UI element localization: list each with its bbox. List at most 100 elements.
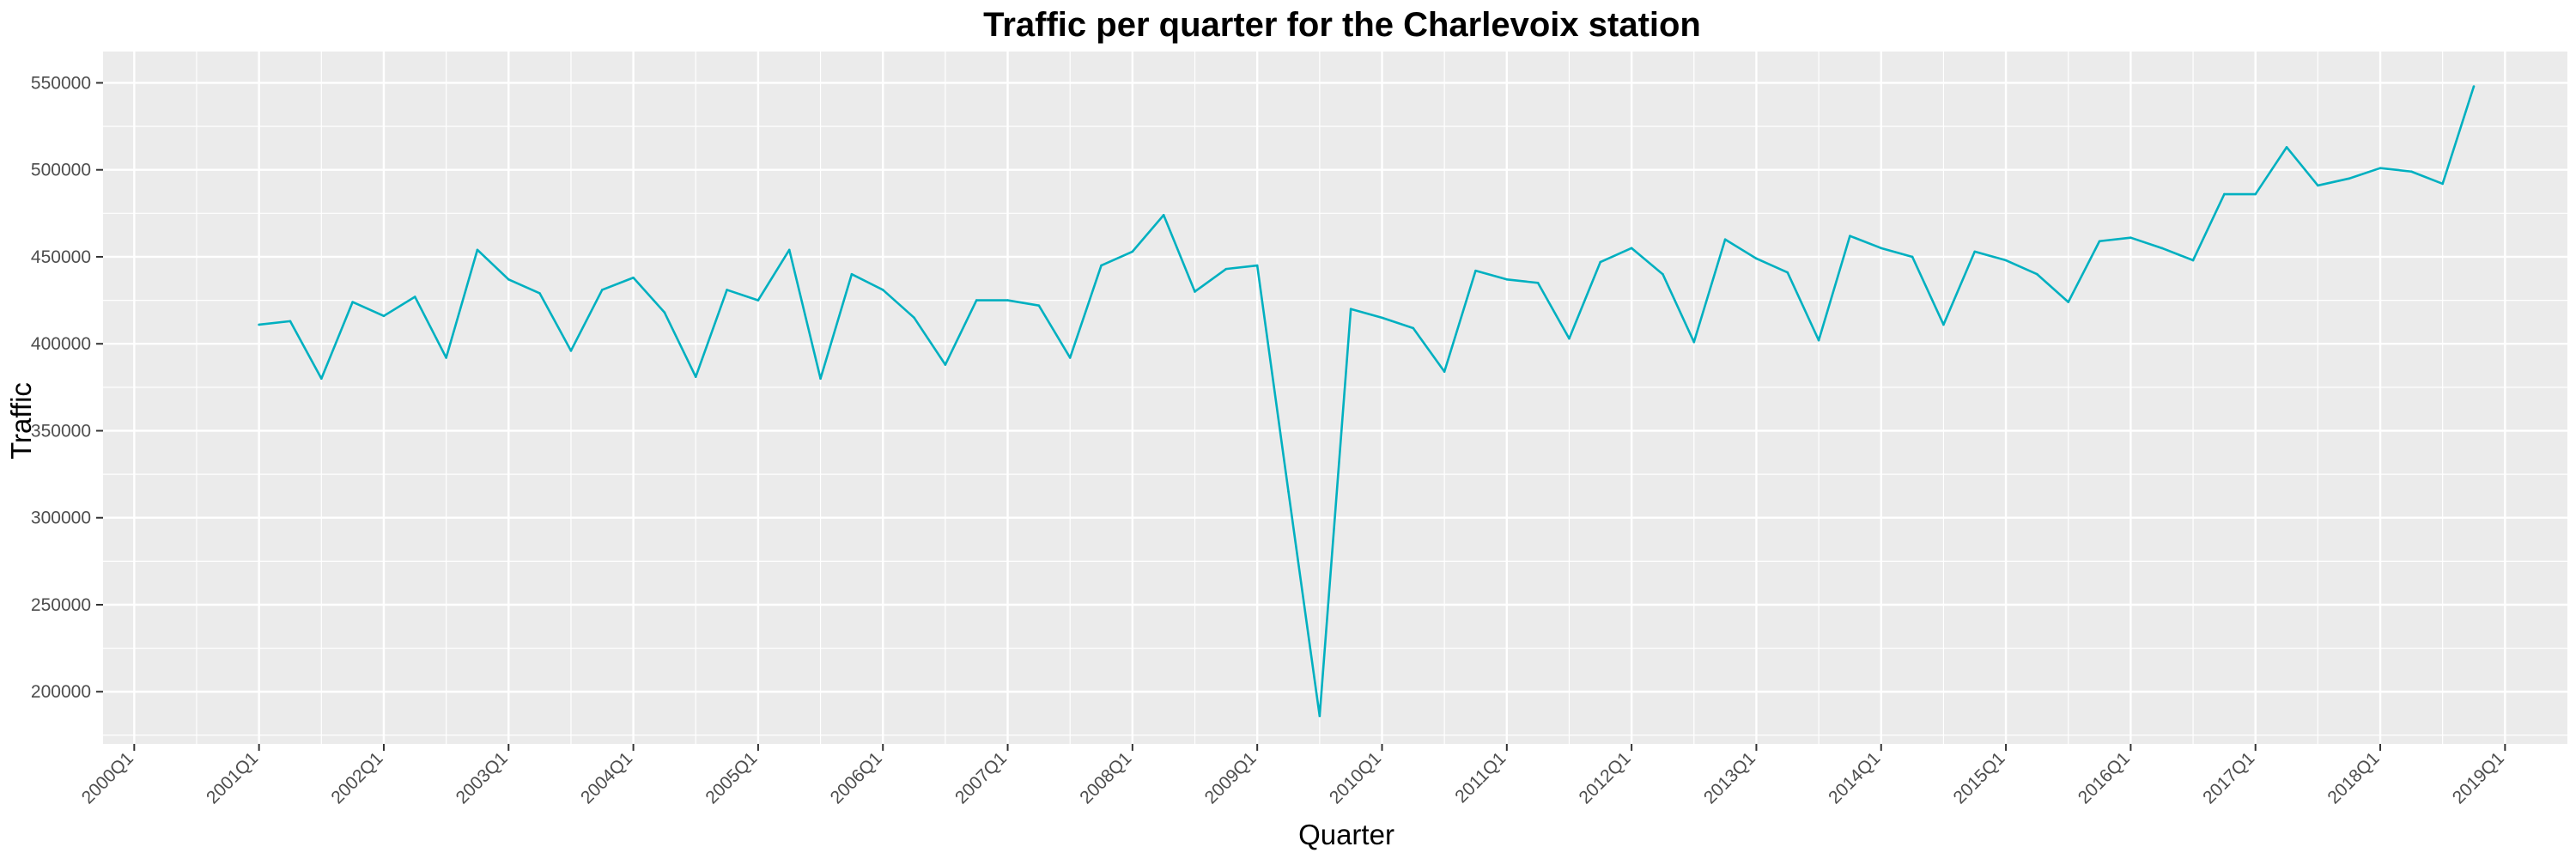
data-point bbox=[476, 248, 479, 252]
data-point bbox=[1723, 238, 1727, 241]
data-point bbox=[1505, 277, 1509, 281]
data-point bbox=[2317, 184, 2319, 187]
x-tick-label: 2006Q1 bbox=[827, 748, 886, 807]
x-tick-label: 2016Q1 bbox=[2075, 748, 2134, 807]
data-point bbox=[663, 311, 666, 314]
data-point bbox=[1224, 267, 1228, 271]
data-point bbox=[351, 301, 354, 303]
y-tick-label: 300000 bbox=[31, 509, 91, 528]
data-point bbox=[1006, 299, 1009, 302]
data-point bbox=[2129, 236, 2132, 239]
y-tick-label: 400000 bbox=[31, 334, 91, 354]
data-point bbox=[2285, 146, 2288, 149]
data-point bbox=[2348, 177, 2350, 180]
data-point bbox=[1255, 264, 1259, 267]
data-point bbox=[881, 289, 884, 291]
data-point bbox=[1381, 316, 1383, 320]
data-point bbox=[569, 350, 573, 352]
data-point bbox=[1599, 260, 1602, 264]
data-point bbox=[726, 289, 728, 291]
data-point bbox=[1973, 250, 1977, 253]
x-tick-label: 2013Q1 bbox=[1700, 748, 1759, 807]
data-point bbox=[2441, 182, 2444, 186]
data-point bbox=[1443, 370, 1446, 373]
x-tick-label: 2002Q1 bbox=[327, 748, 386, 807]
data-point bbox=[1817, 338, 1820, 342]
data-point bbox=[913, 316, 915, 320]
data-point bbox=[1755, 257, 1758, 260]
data-point bbox=[1412, 326, 1415, 330]
data-point bbox=[944, 363, 947, 366]
data-point bbox=[1131, 250, 1134, 253]
chart-title: Traffic per quarter for the Charlevoix s… bbox=[983, 6, 1701, 44]
y-tick-label: 350000 bbox=[31, 421, 91, 441]
data-point bbox=[1880, 247, 1883, 250]
y-tick-label: 450000 bbox=[31, 247, 91, 267]
y-tick-label: 500000 bbox=[31, 161, 91, 180]
data-point bbox=[1349, 308, 1352, 311]
x-tick-label: 2018Q1 bbox=[2324, 748, 2383, 807]
data-point bbox=[1942, 323, 1945, 326]
data-point bbox=[1568, 337, 1571, 340]
y-tick-label: 250000 bbox=[31, 595, 91, 615]
data-point bbox=[2004, 259, 2008, 262]
data-point bbox=[2160, 247, 2164, 250]
data-point bbox=[1692, 340, 1696, 344]
data-point bbox=[1194, 290, 1196, 293]
data-point bbox=[1068, 356, 1072, 359]
data-point bbox=[2472, 85, 2476, 88]
y-tick-label: 550000 bbox=[31, 73, 91, 93]
data-point bbox=[1849, 235, 1851, 237]
data-point bbox=[1287, 490, 1290, 493]
data-point bbox=[1662, 272, 1664, 276]
data-point bbox=[1536, 282, 1540, 284]
data-point bbox=[382, 314, 386, 318]
data-point bbox=[538, 292, 541, 295]
data-point bbox=[694, 375, 697, 378]
data-point bbox=[2223, 192, 2226, 196]
data-point bbox=[1318, 715, 1321, 717]
x-tick-label: 2005Q1 bbox=[702, 748, 761, 807]
data-point bbox=[632, 276, 635, 279]
data-point bbox=[1162, 214, 1165, 216]
data-point bbox=[819, 377, 822, 381]
data-point bbox=[2098, 240, 2101, 243]
x-axis: 2000Q1 2001Q1 2002Q1 2003Q1 2004Q1 2005Q1 2006… bbox=[78, 744, 2508, 807]
x-tick-label: 2017Q1 bbox=[2199, 748, 2258, 807]
x-axis-title: Quarter bbox=[1298, 819, 1394, 850]
data-point bbox=[1100, 264, 1103, 267]
data-point bbox=[1037, 304, 1041, 307]
data-point bbox=[1786, 271, 1789, 274]
data-point bbox=[258, 323, 260, 326]
data-point bbox=[413, 295, 416, 298]
data-point bbox=[320, 377, 323, 381]
x-tick-label: 2008Q1 bbox=[1076, 748, 1135, 807]
x-tick-label: 2003Q1 bbox=[453, 748, 512, 807]
x-tick-label: 2007Q1 bbox=[951, 748, 1011, 807]
data-point bbox=[445, 356, 447, 359]
data-point bbox=[756, 299, 760, 302]
x-tick-label: 2019Q1 bbox=[2449, 748, 2508, 807]
x-tick-label: 2012Q1 bbox=[1576, 748, 1635, 807]
data-point bbox=[600, 289, 604, 291]
data-point bbox=[2036, 272, 2038, 276]
minor-gridlines bbox=[103, 52, 2567, 744]
data-point bbox=[507, 277, 510, 281]
data-point bbox=[975, 299, 978, 302]
x-tick-label: 2015Q1 bbox=[1950, 748, 2009, 807]
x-tick-label: 2009Q1 bbox=[1201, 748, 1261, 807]
x-tick-label: 2014Q1 bbox=[1825, 748, 1884, 807]
data-point bbox=[1474, 269, 1477, 272]
x-tick-label: 2004Q1 bbox=[577, 748, 636, 807]
x-tick-label: 2011Q1 bbox=[1451, 748, 1510, 807]
data-point bbox=[1630, 247, 1633, 250]
series-line bbox=[258, 86, 2476, 717]
major-gridlines bbox=[103, 52, 2567, 744]
x-tick-label: 2000Q1 bbox=[78, 748, 137, 807]
y-axis: 200000 250000 300000 350000 400000 450000 5000… bbox=[31, 73, 103, 702]
data-point bbox=[2410, 170, 2413, 174]
data-point bbox=[787, 248, 791, 252]
x-tick-label: 2001Q1 bbox=[203, 748, 262, 807]
